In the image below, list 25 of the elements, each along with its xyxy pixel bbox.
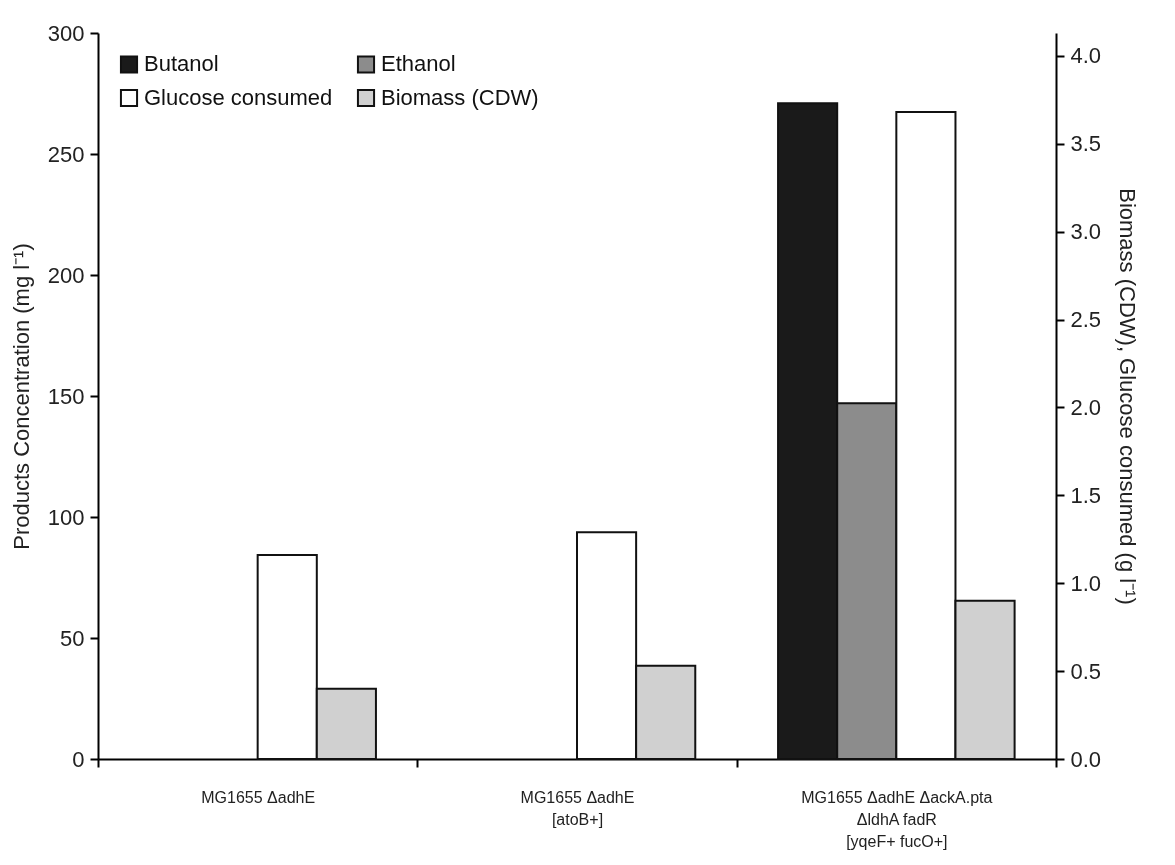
- y-tick-label: 50: [60, 625, 85, 651]
- y2-tick-label: 1.5: [1070, 482, 1102, 508]
- legend-label: Biomass (CDW): [381, 85, 539, 110]
- legend-label: Glucose consumed: [144, 85, 333, 110]
- x-tick-label: MG1655 ΔadhE ΔackA.pta ΔldhA fadR [yqeF+ fucO+]: [801, 788, 993, 850]
- y2-tick-label: 4.0: [1070, 43, 1102, 69]
- y2-axis-title: Biomass (CDW), Glucose consumed (g l⁻¹): [1115, 188, 1141, 605]
- y-tick-label: 0: [72, 746, 85, 772]
- y-tick-label: 150: [47, 383, 85, 409]
- y2-tick-label: 2.5: [1070, 307, 1102, 333]
- legend-label: Ethanol: [381, 51, 456, 77]
- y-axis-title: Products Concentration (mg l⁻¹): [8, 243, 34, 550]
- y-tick-label: 200: [47, 262, 85, 288]
- y2-tick-label: 3.0: [1070, 219, 1102, 245]
- y2-tick-label: 1.0: [1070, 570, 1102, 596]
- y2-tick-label: 3.5: [1070, 131, 1102, 157]
- y-tick-label: 300: [47, 20, 85, 46]
- legend-label: Butanol: [144, 51, 219, 77]
- y2-tick-label: 0.0: [1070, 746, 1102, 772]
- y-tick-label: 100: [47, 504, 85, 530]
- y2-tick-label: 2.0: [1070, 394, 1102, 420]
- y-tick-label: 250: [47, 141, 85, 167]
- x-tick-label: MG1655 ΔadhE: [201, 788, 316, 806]
- x-tick-label: MG1655 ΔadhE [atoB+]: [520, 788, 635, 828]
- y2-tick-label: 0.5: [1070, 658, 1102, 684]
